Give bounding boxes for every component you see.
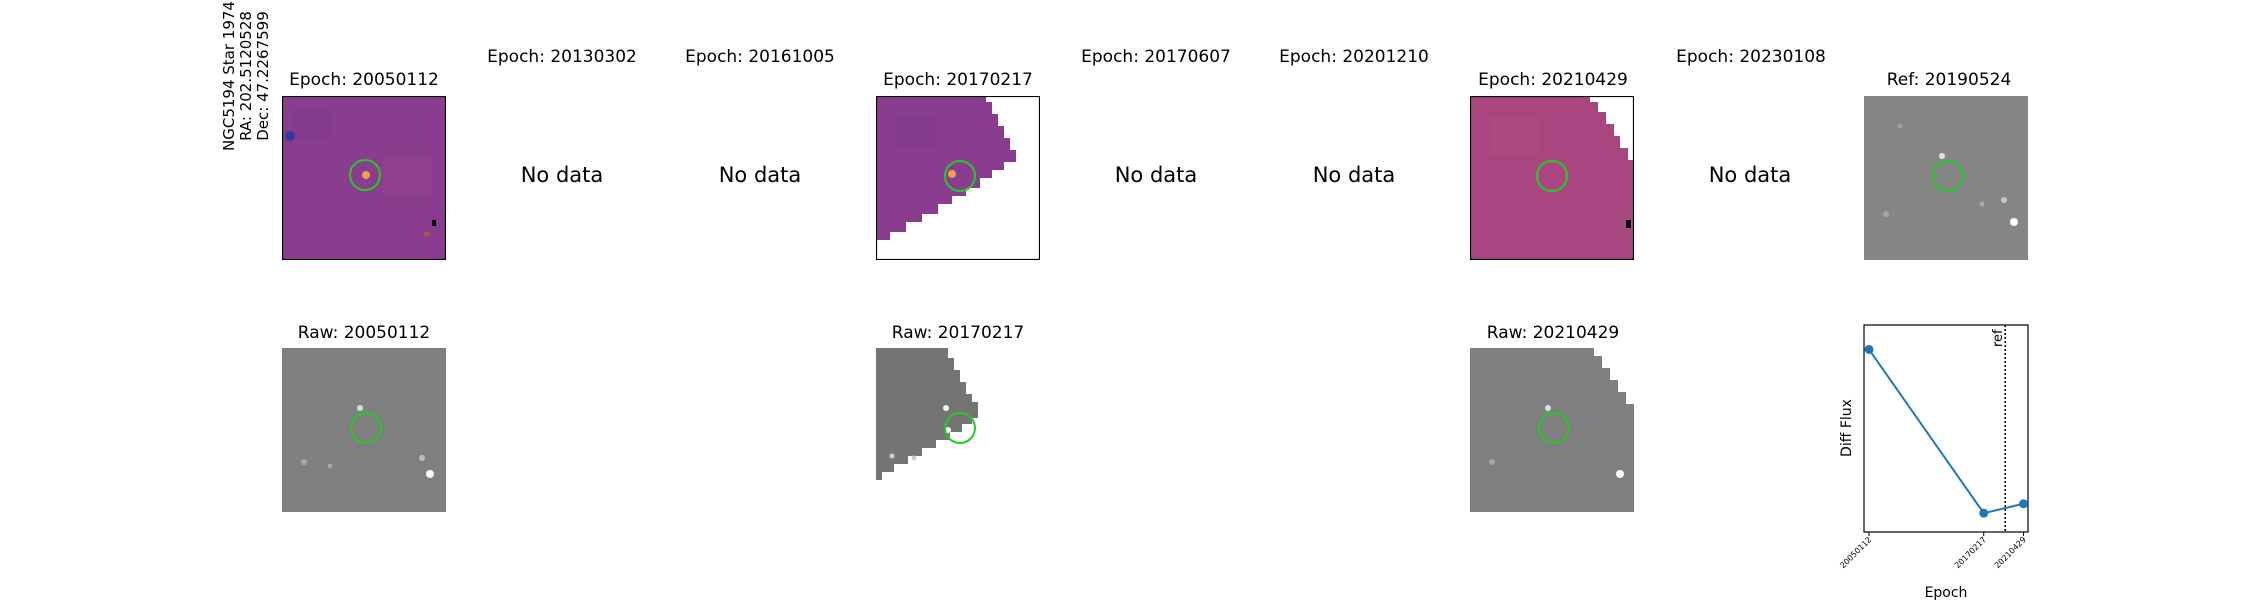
no-data-20161005: No data bbox=[718, 163, 802, 187]
series-line bbox=[1868, 348, 2024, 515]
ref-image-20190524 bbox=[1864, 96, 2028, 260]
title-epoch-20050112: Epoch: 20050112 bbox=[289, 70, 439, 90]
raw-image-20170217 bbox=[876, 348, 1040, 512]
title-epoch-20170607: Epoch: 20170607 bbox=[1081, 47, 1231, 67]
title-epoch-20201210: Epoch: 20201210 bbox=[1279, 47, 1429, 67]
diff-image-20210429 bbox=[1470, 96, 1634, 260]
title-epoch-20170217: Epoch: 20170217 bbox=[883, 70, 1033, 90]
no-data-20170607: No data bbox=[1114, 163, 1198, 187]
title-epoch-20230108: Epoch: 20230108 bbox=[1676, 47, 1826, 67]
data-point bbox=[2019, 499, 2029, 509]
x-tick-label: 20050112 bbox=[1838, 535, 1873, 570]
title-raw-20050112: Raw: 20050112 bbox=[297, 323, 431, 343]
title-epoch-20130302: Epoch: 20130302 bbox=[487, 47, 637, 67]
chart-xlabel: Epoch bbox=[1925, 585, 1968, 600]
data-point bbox=[1979, 508, 1989, 518]
raw-image-20210429 bbox=[1470, 348, 1634, 512]
title-raw-20170217: Raw: 20170217 bbox=[891, 323, 1025, 343]
diff-image-20170217 bbox=[876, 96, 1040, 260]
title-raw-20210429: Raw: 20210429 bbox=[1486, 323, 1620, 343]
x-tick-label: 20170217 bbox=[1953, 535, 1988, 570]
ref-epoch-label: ref bbox=[1991, 329, 2006, 347]
chart-plot-area: ref 20050112 20170217 20210429 bbox=[1838, 325, 2029, 570]
chart-ylabel: Diff Flux bbox=[1839, 399, 1855, 457]
raw-image-20050112 bbox=[282, 348, 446, 512]
diff-flux-chart: ref 20050112 20170217 20210429 Diff Flux Ep… bbox=[1838, 324, 2029, 600]
x-tick-label: 20210429 bbox=[1993, 535, 2028, 570]
title-epoch-20210429: Epoch: 20210429 bbox=[1478, 70, 1628, 90]
no-data-20201210: No data bbox=[1312, 163, 1396, 187]
no-data-20130302: No data bbox=[520, 163, 604, 187]
title-ref-20190524: Ref: 20190524 bbox=[1886, 70, 2012, 90]
chart-frame bbox=[1863, 324, 2029, 533]
no-data-20230108: No data bbox=[1708, 163, 1792, 187]
title-epoch-20161005: Epoch: 20161005 bbox=[685, 47, 835, 67]
data-point bbox=[1864, 344, 1874, 354]
diff-image-20050112 bbox=[282, 96, 446, 260]
